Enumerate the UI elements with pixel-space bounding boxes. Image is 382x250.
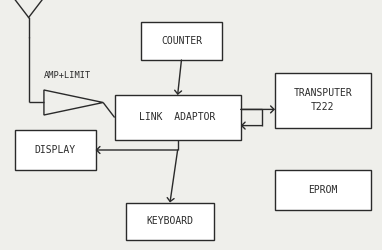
Bar — [275, 170, 371, 210]
Text: LINK  ADAPTOR: LINK ADAPTOR — [139, 112, 216, 122]
Text: KEYBOARD: KEYBOARD — [146, 216, 194, 226]
Bar — [15, 130, 96, 170]
Bar — [275, 72, 371, 128]
Text: DISPLAY: DISPLAY — [35, 145, 76, 155]
Bar — [126, 202, 214, 240]
Bar — [141, 22, 222, 60]
Text: AMP+LIMIT: AMP+LIMIT — [44, 70, 91, 80]
Text: EPROM: EPROM — [308, 185, 337, 195]
Text: TRANSPUTER
T222: TRANSPUTER T222 — [293, 88, 352, 112]
Bar — [115, 95, 241, 140]
Text: COUNTER: COUNTER — [161, 36, 202, 46]
